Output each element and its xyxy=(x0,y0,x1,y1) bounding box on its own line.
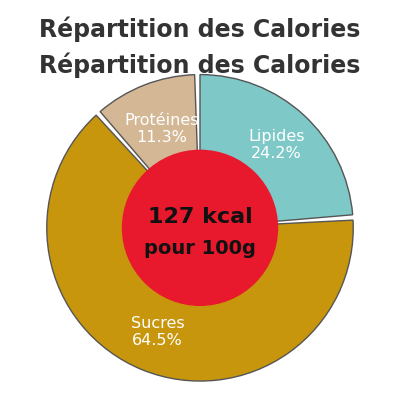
Text: pour 100g: pour 100g xyxy=(144,239,256,258)
Text: Lipides
24.2%: Lipides 24.2% xyxy=(248,129,304,161)
Text: 127 kcal: 127 kcal xyxy=(148,207,252,227)
Text: Protéines
11.3%: Protéines 11.3% xyxy=(124,112,198,145)
Wedge shape xyxy=(47,115,353,381)
Circle shape xyxy=(122,150,278,306)
Text: Répartition des Calories: Répartition des Calories xyxy=(39,53,361,78)
Title: Répartition des Calories: Répartition des Calories xyxy=(39,16,361,42)
Text: Sucres
64.5%: Sucres 64.5% xyxy=(131,316,184,348)
Wedge shape xyxy=(200,74,353,228)
Wedge shape xyxy=(100,75,200,228)
